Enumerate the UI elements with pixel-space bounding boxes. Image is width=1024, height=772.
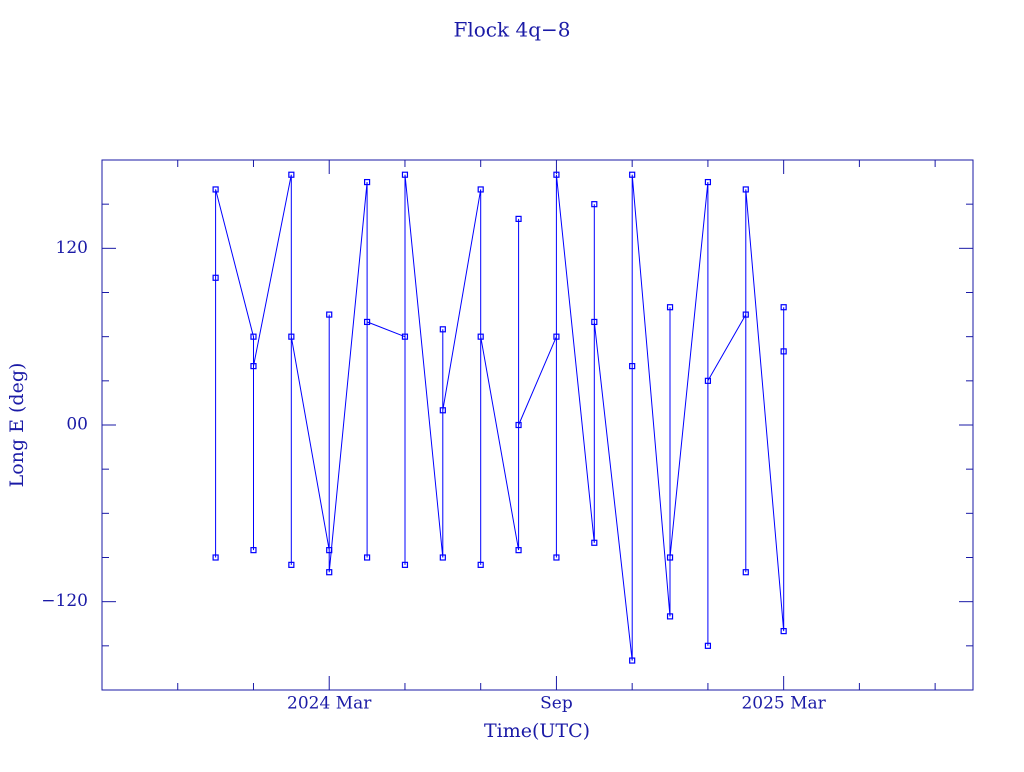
data-point [780, 348, 787, 355]
y-tick-label: 00 [66, 415, 88, 435]
data-point [363, 318, 371, 326]
series-line [215, 174, 785, 661]
data-point [250, 333, 257, 340]
data-point [666, 554, 674, 561]
data-point [477, 561, 484, 568]
data-point [553, 333, 560, 340]
data-point [212, 186, 219, 193]
data-point [515, 421, 522, 429]
data-point [326, 569, 333, 576]
x-tick-label: 2025 Mar [741, 694, 826, 714]
data-point [250, 363, 257, 370]
data-point [553, 554, 560, 561]
data-point [326, 311, 333, 318]
data-point [212, 554, 219, 561]
data-point [629, 657, 636, 664]
data-point [553, 171, 560, 178]
data-point [629, 363, 636, 370]
data-point [780, 628, 787, 635]
data-point [591, 539, 598, 546]
x-tick-label: Sep [540, 694, 573, 714]
data-point [666, 304, 674, 311]
data-point [363, 178, 371, 186]
data-point [288, 171, 295, 178]
data-point [515, 215, 522, 222]
data-point [363, 554, 371, 561]
y-tick-label: 120 [56, 238, 88, 258]
data-point [288, 561, 295, 568]
data-point [515, 547, 522, 554]
data-point [591, 201, 598, 208]
data-point [439, 326, 446, 333]
data-point [250, 547, 257, 554]
data-point [704, 377, 712, 384]
chart-title: Flock 4q−8 [453, 18, 570, 42]
x-axis-label: Time(UTC) [484, 720, 590, 742]
data-point [212, 274, 219, 281]
plot-frame [101, 159, 974, 691]
data-point [439, 407, 446, 414]
y-tick-label: −120 [41, 591, 88, 611]
data-point [326, 547, 333, 554]
data-point [591, 318, 598, 326]
data-point [401, 333, 409, 340]
data-point [439, 554, 446, 561]
y-axis-label: Long E (deg) [6, 363, 28, 488]
data-point [742, 186, 749, 193]
data-point [666, 613, 674, 620]
data-point [780, 304, 787, 311]
data-point [401, 171, 409, 178]
data-point [704, 642, 712, 649]
data-point [742, 311, 749, 318]
x-tick-label: 2024 Mar [287, 694, 372, 714]
data-point [401, 561, 409, 568]
data-point [742, 569, 749, 576]
data-point [629, 171, 636, 178]
data-point [704, 178, 712, 186]
data-point [288, 333, 295, 340]
data-point [477, 333, 484, 340]
data-point [477, 186, 484, 193]
